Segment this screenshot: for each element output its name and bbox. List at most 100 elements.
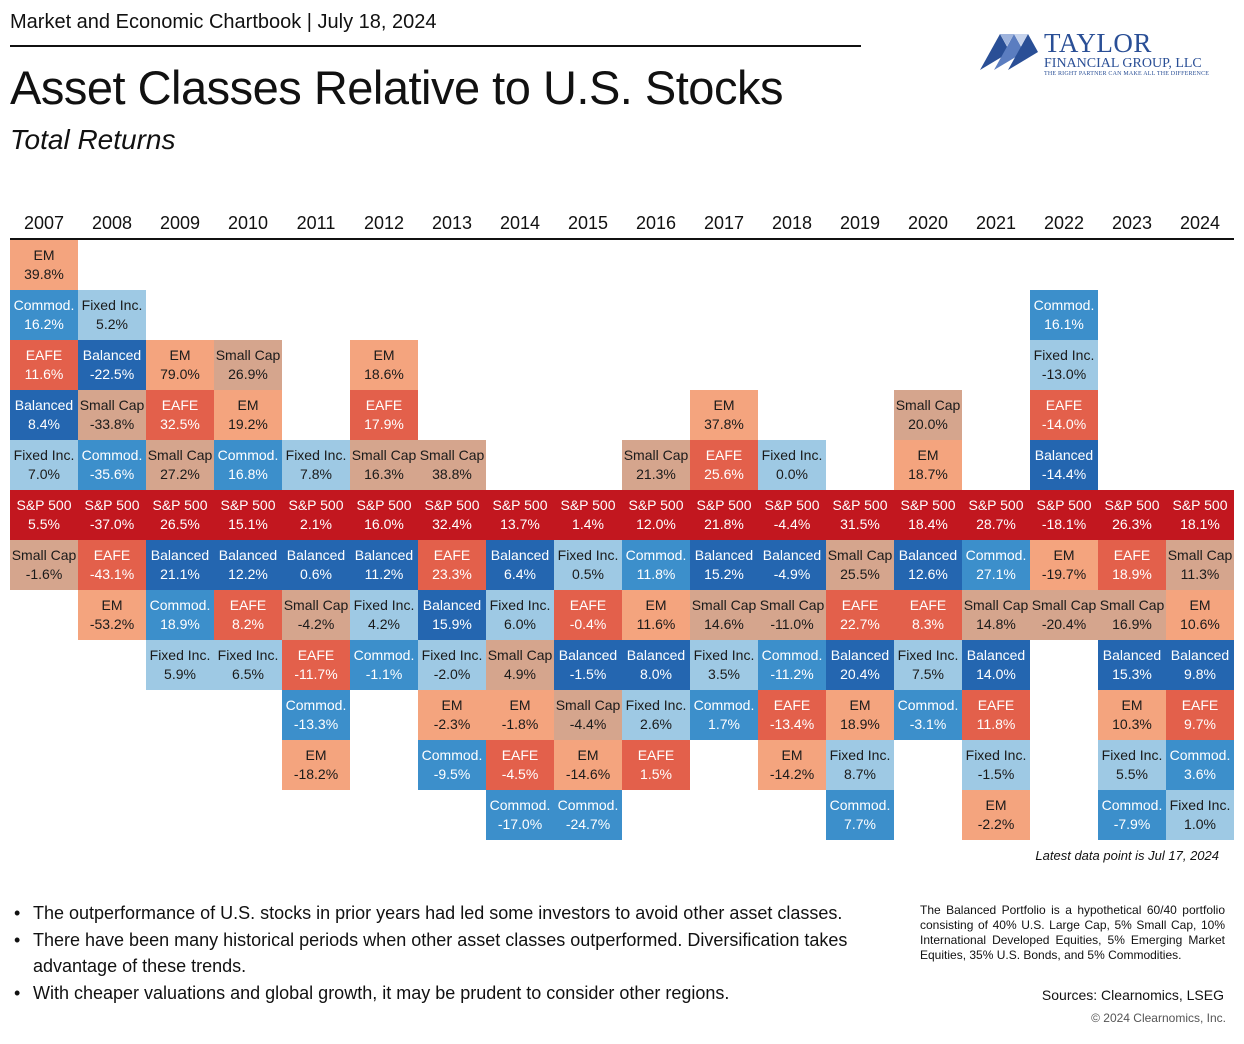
asset-name-label: Commod. [625, 547, 687, 563]
asset-return-label: -18.2% [293, 766, 339, 782]
asset-cell-em: EM 79.0% [146, 340, 214, 390]
asset-name-label: Small Cap [895, 397, 961, 413]
asset-return-label: 8.2% [232, 616, 264, 632]
asset-cell-balanced: Balanced 20.4% [826, 640, 894, 690]
sp500-cell: S&P 500 -37.0% [78, 490, 146, 540]
asset-cell-small-cap: Small Cap 21.3% [622, 440, 690, 490]
asset-cell-em: EM -2.2% [962, 790, 1030, 840]
bullet-item: • The outperformance of U.S. stocks in pr… [14, 900, 894, 927]
asset-name-label: Balanced [354, 547, 414, 563]
asset-return-label: -4.4% [569, 716, 607, 732]
year-label: 2007 [23, 213, 65, 233]
asset-name-label: EM [101, 597, 123, 613]
asset-return-label: -1.6% [25, 566, 63, 582]
asset-return-label: 23.3% [432, 566, 472, 582]
year-label: 2013 [431, 213, 473, 233]
asset-cell-em: EM 18.7% [894, 440, 962, 490]
asset-name-label: S&P 500 [1104, 497, 1160, 513]
bullet-item: • There have been many historical periods… [14, 927, 894, 980]
asset-return-label: -22.5% [89, 366, 135, 382]
asset-cell-em: EM -19.7% [1030, 540, 1098, 590]
asset-return-label: 22.7% [840, 616, 880, 632]
chartbook-header: Market and Economic Chartbook | July 18,… [10, 11, 437, 33]
asset-name-label: Commod. [761, 647, 823, 663]
asset-name-label: EAFE [977, 697, 1015, 713]
asset-name-label: Fixed Inc. [1033, 347, 1095, 363]
asset-name-label: Commod. [489, 797, 551, 813]
asset-return-label: 12.0% [636, 516, 676, 532]
asset-cell-fixed-inc: Fixed Inc. 6.0% [486, 590, 554, 640]
asset-name-label: EAFE [637, 747, 675, 763]
asset-cell-fixed-inc: Fixed Inc. 4.2% [350, 590, 418, 640]
asset-return-label: -14.6% [565, 766, 611, 782]
asset-name-label: S&P 500 [356, 497, 412, 513]
asset-return-label: 13.7% [500, 516, 540, 532]
asset-name-label: Fixed Inc. [217, 647, 279, 663]
asset-cell-eafe: EAFE -4.5% [486, 740, 554, 790]
asset-cell-commod: Commod. 16.1% [1030, 290, 1098, 340]
asset-name-label: Balanced [558, 647, 618, 663]
asset-cell-fixed-inc: Fixed Inc. 7.5% [894, 640, 962, 690]
asset-cell-em: EM 10.6% [1166, 590, 1234, 640]
asset-return-label: 16.0% [364, 516, 404, 532]
asset-return-label: 39.8% [24, 266, 64, 282]
asset-return-label: 18.9% [840, 716, 880, 732]
asset-return-label: -1.5% [977, 766, 1015, 782]
asset-name-label: S&P 500 [424, 497, 480, 513]
asset-cell-small-cap: Small Cap -4.4% [554, 690, 622, 740]
asset-name-label: EAFE [297, 647, 335, 663]
asset-cell-small-cap: Small Cap -1.6% [10, 540, 78, 590]
asset-cell-commod: Commod. -17.0% [486, 790, 554, 840]
asset-name-label: Balanced [218, 547, 278, 563]
asset-name-label: Balanced [966, 647, 1026, 663]
asset-cell-fixed-inc: Fixed Inc. -13.0% [1030, 340, 1098, 390]
bullet-dot-icon: • [14, 903, 21, 923]
asset-name-label: Balanced [762, 547, 822, 563]
asset-cell-em: EM -18.2% [282, 740, 350, 790]
asset-name-label: S&P 500 [968, 497, 1024, 513]
asset-cell-em: EM -14.2% [758, 740, 826, 790]
asset-cell-small-cap: Small Cap -33.8% [78, 390, 146, 440]
asset-cell-commod: Commod. -35.6% [78, 440, 146, 490]
asset-cell-balanced: Balanced 0.6% [282, 540, 350, 590]
asset-name-label: EAFE [365, 397, 403, 413]
sp500-cell: S&P 500 5.5% [10, 490, 78, 540]
asset-cell-eafe: EAFE 11.8% [962, 690, 1030, 740]
asset-return-label: 7.7% [844, 816, 876, 832]
asset-return-label: -14.0% [1041, 416, 1087, 432]
asset-return-label: -2.2% [977, 816, 1015, 832]
asset-name-label: Commod. [693, 697, 755, 713]
asset-return-label: -4.9% [773, 566, 811, 582]
asset-return-label: -33.8% [89, 416, 135, 432]
bullet-text: There have been many historical periods … [33, 929, 848, 977]
asset-return-label: 18.7% [908, 466, 948, 482]
asset-name-label: EM [441, 697, 463, 713]
asset-cell-eafe: EAFE -13.4% [758, 690, 826, 740]
asset-name-label: Balanced [898, 547, 958, 563]
asset-return-label: 16.1% [1044, 316, 1084, 332]
asset-return-label: 26.9% [228, 366, 268, 382]
asset-cell-small-cap: Small Cap 38.8% [418, 440, 486, 490]
asset-return-label: 9.7% [1184, 716, 1216, 732]
year-label: 2008 [91, 213, 133, 233]
asset-name-label: S&P 500 [1036, 497, 1092, 513]
asset-name-label: Small Cap [827, 547, 893, 563]
asset-name-label: Balanced [490, 547, 550, 563]
sp500-cell: S&P 500 26.3% [1098, 490, 1166, 540]
logo-subname: FINANCIAL GROUP, LLC [1044, 56, 1202, 71]
asset-cell-fixed-inc: Fixed Inc. 8.7% [826, 740, 894, 790]
asset-cell-commod: Commod. 1.7% [690, 690, 758, 740]
asset-name-label: EM [713, 397, 735, 413]
asset-return-label: 21.3% [636, 466, 676, 482]
asset-return-label: 21.1% [160, 566, 200, 582]
asset-cell-balanced: Balanced 9.8% [1166, 640, 1234, 690]
asset-name-label: S&P 500 [84, 497, 140, 513]
asset-return-label: -53.2% [89, 616, 135, 632]
asset-name-label: Small Cap [1167, 547, 1233, 563]
asset-cell-fixed-inc: Fixed Inc. 6.5% [214, 640, 282, 690]
asset-name-label: Fixed Inc. [829, 747, 891, 763]
asset-return-label: 18.9% [1112, 566, 1152, 582]
asset-cell-em: EM 39.8% [10, 240, 78, 290]
asset-name-label: Fixed Inc. [1101, 747, 1163, 763]
asset-return-label: -14.2% [769, 766, 815, 782]
